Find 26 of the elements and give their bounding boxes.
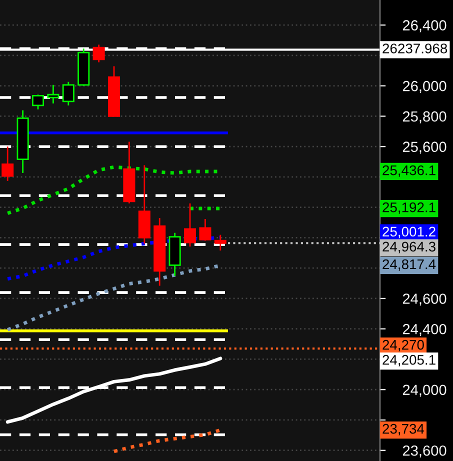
text: 23,734 bbox=[382, 424, 424, 436]
text: 25,436.1 bbox=[382, 165, 436, 177]
candlestick bbox=[2, 146, 14, 182]
line-series bbox=[112, 428, 222, 454]
text: 24,205.1 bbox=[382, 354, 436, 366]
candlestick bbox=[32, 94, 44, 110]
candlestick bbox=[184, 202, 196, 248]
candlestick bbox=[214, 234, 226, 252]
text: 25,192.1 bbox=[382, 202, 436, 214]
candlestick bbox=[199, 218, 212, 242]
y-tick-label: 25,800 bbox=[402, 111, 446, 124]
y-tick-label: 23,600 bbox=[402, 445, 446, 458]
y-tick-label: 25,600 bbox=[402, 142, 446, 154]
ref-line-label: 24,964.3 bbox=[382, 242, 436, 254]
text: 24,817.4 bbox=[382, 259, 436, 271]
y-tick-label: 24,000 bbox=[402, 384, 446, 397]
ref-line-label: 26237.968 bbox=[382, 44, 448, 54]
y-tick-label: 26,000 bbox=[402, 80, 446, 93]
y-tick-label: 24,400 bbox=[402, 324, 446, 336]
text: 25,001.2 bbox=[382, 226, 436, 238]
candlestick bbox=[47, 84, 60, 104]
y-tick-label: 26,400 bbox=[402, 20, 446, 32]
y-tick-label: 24,600 bbox=[402, 294, 446, 306]
candlestick bbox=[92, 44, 105, 63]
ref-line-label: 24,270 bbox=[382, 340, 424, 352]
candlestick bbox=[62, 81, 74, 106]
